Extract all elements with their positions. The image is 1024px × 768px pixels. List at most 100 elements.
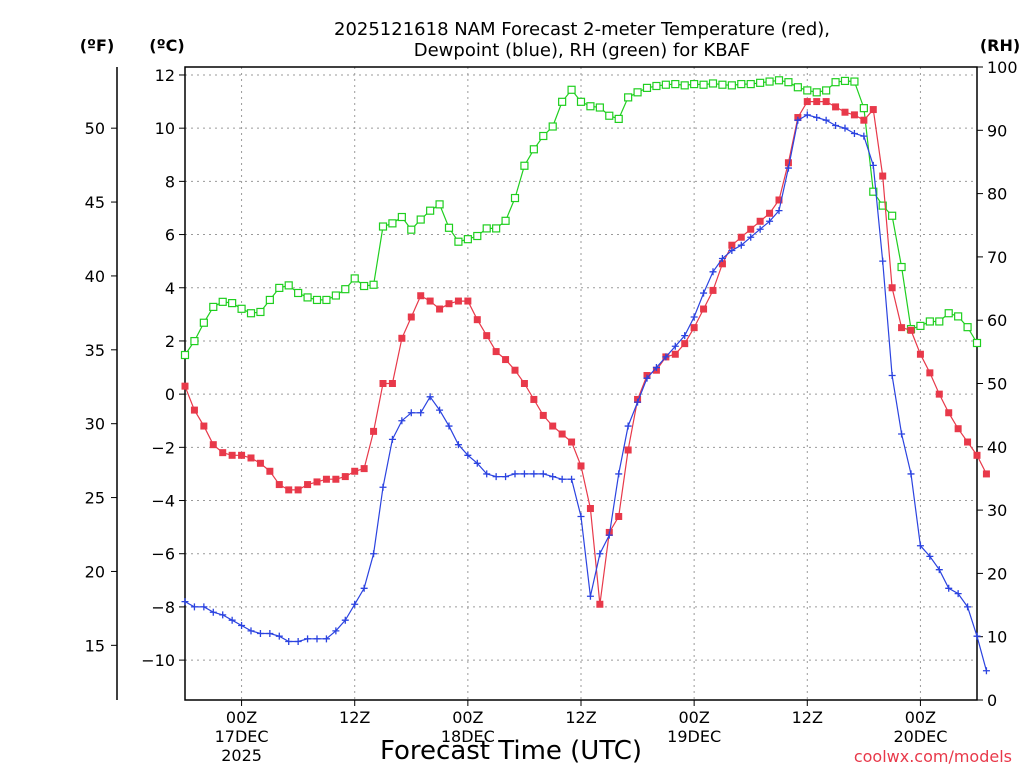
dewpoint-point: [964, 603, 972, 611]
temperature-point: [747, 225, 755, 233]
dewpoint-point: [737, 241, 745, 249]
temperature-point: [671, 350, 679, 358]
dewpoint-point: [181, 598, 189, 606]
rh-point: [218, 297, 227, 306]
x-tick-time-label: 12Z: [565, 708, 596, 727]
temperature-point: [586, 505, 594, 513]
rh-point: [586, 102, 595, 111]
temperature-point: [454, 297, 462, 305]
celsius-tick-label: 12: [155, 66, 175, 85]
rh-point: [746, 79, 755, 89]
rh-point: [529, 145, 538, 154]
rh-point: [548, 122, 557, 131]
temperature-point: [841, 108, 849, 116]
dewpoint-point: [558, 475, 566, 483]
dewpoint-point: [483, 470, 491, 478]
rh-point: [935, 317, 944, 326]
dewpoint-point: [813, 114, 821, 122]
temperature-point: [238, 451, 246, 459]
temperature-point: [464, 297, 472, 305]
rh-point: [812, 88, 821, 97]
temperature-point: [181, 382, 189, 390]
dewpoint-point: [454, 441, 462, 449]
temperature-point: [568, 438, 576, 446]
fahrenheit-tick-label: 20: [85, 562, 105, 581]
temperature-point: [313, 478, 321, 486]
temperature-point: [681, 340, 689, 348]
dewpoint-point: [539, 470, 547, 478]
temperature-point: [426, 297, 434, 305]
rh-point: [482, 224, 491, 233]
fahrenheit-unit-label: (ºF): [80, 36, 115, 55]
rh-tick-label: 50: [987, 375, 1007, 394]
rh-tick-label: 70: [987, 248, 1007, 267]
temperature-point: [209, 441, 217, 449]
rh-point: [614, 114, 623, 124]
dewpoint-point: [370, 550, 378, 558]
rh-point: [822, 86, 831, 95]
data-series: [180, 76, 990, 675]
dewpoint-point: [417, 409, 425, 417]
dewpoint-point: [756, 225, 764, 233]
temperature-point: [511, 366, 519, 374]
celsius-tick-label: 8: [165, 172, 175, 191]
rh-point: [426, 206, 435, 215]
temperature-point: [558, 430, 566, 438]
temperature-point: [718, 260, 726, 268]
temperature-point: [520, 380, 528, 387]
dewpoint-point: [219, 611, 227, 619]
temperature-point: [784, 159, 792, 167]
temperature-point: [577, 462, 585, 470]
dewpoint-point: [464, 451, 472, 459]
dewpoint-point: [238, 622, 246, 630]
rh-point: [916, 321, 925, 330]
dewpoint-point: [775, 207, 783, 215]
temperature-point: [370, 427, 378, 435]
dewpoint-point: [313, 635, 321, 643]
dewpoint-point: [860, 132, 868, 140]
dewpoint-point: [266, 630, 274, 638]
x-tick-date-label: 19DEC: [667, 727, 721, 746]
rh-point: [567, 85, 576, 94]
temperature-point: [973, 451, 981, 459]
fahrenheit-tick-label: 40: [85, 267, 105, 286]
rh-point: [444, 223, 454, 232]
dewpoint-point: [200, 603, 208, 611]
chart-title-line-1: 2025121618 NAM Forecast 2-meter Temperat…: [334, 19, 830, 40]
dewpoint-point: [605, 531, 613, 539]
rh-point: [793, 83, 802, 92]
dewpoint-point: [549, 473, 557, 481]
rh-point: [369, 280, 378, 289]
rh-point: [397, 212, 406, 222]
fahrenheit-tick-label: 25: [85, 489, 105, 508]
rh-unit-label: (RH): [980, 36, 1020, 55]
dewpoint-point: [247, 627, 255, 635]
dewpoint-point: [379, 483, 387, 491]
temperature-point: [266, 467, 274, 475]
dewpoint-point: [898, 430, 906, 438]
dewpoint-point: [954, 590, 962, 598]
temperature-point: [398, 334, 406, 342]
celsius-tick-label: −6: [151, 545, 175, 564]
rh-point: [180, 350, 190, 360]
rh-point: [416, 215, 425, 224]
dewpoint-point: [190, 603, 198, 611]
temperature-point: [473, 316, 481, 324]
temperature-point: [822, 98, 830, 106]
dewpoint-point: [982, 667, 990, 675]
rh-point: [727, 81, 736, 90]
rh-point: [784, 78, 793, 87]
temperature-point: [549, 422, 557, 430]
temperature-point: [304, 481, 312, 489]
rh-point: [378, 222, 388, 231]
fahrenheit-tick-label: 45: [85, 193, 105, 212]
dewpoint-point: [945, 584, 953, 592]
rh-point: [718, 80, 727, 89]
dewpoint-point: [784, 164, 792, 172]
dewpoint-point: [351, 600, 359, 608]
fahrenheit-tick-label: 50: [85, 119, 105, 138]
temperature-point: [728, 241, 736, 249]
temperature-point: [803, 98, 811, 106]
